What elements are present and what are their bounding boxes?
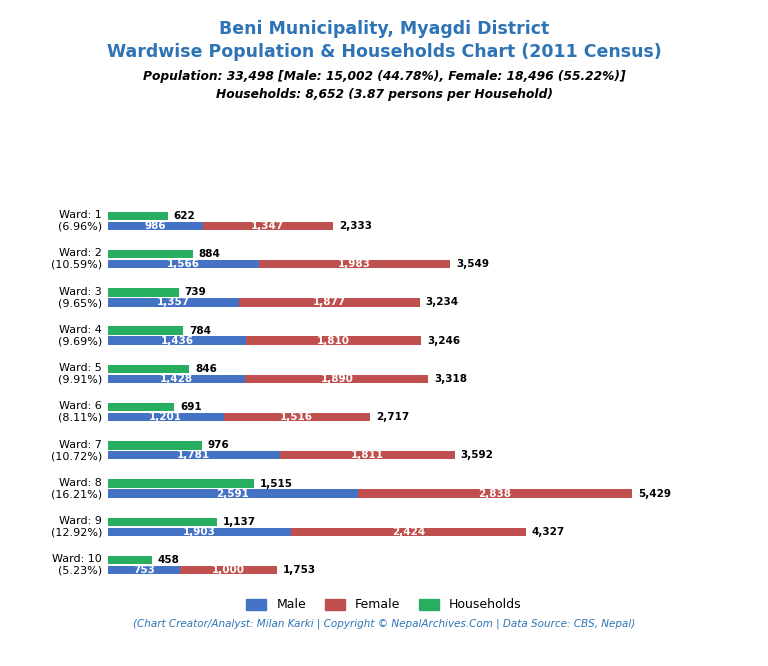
Text: 1,781: 1,781 [177, 450, 210, 460]
Text: 753: 753 [133, 565, 155, 575]
Text: 5,429: 5,429 [638, 489, 671, 499]
Bar [108, 374, 246, 383]
Text: 3,234: 3,234 [425, 297, 459, 307]
Text: 1,515: 1,515 [260, 479, 293, 489]
Text: 2,424: 2,424 [392, 527, 425, 537]
Text: 1,436: 1,436 [161, 336, 194, 346]
Text: 1,983: 1,983 [338, 259, 371, 269]
Bar [259, 260, 450, 268]
Bar [246, 374, 428, 383]
Bar [108, 441, 202, 450]
Bar [108, 222, 203, 230]
Bar [108, 298, 239, 306]
Text: 1,516: 1,516 [280, 412, 313, 422]
Bar [108, 288, 179, 296]
Bar [247, 336, 421, 345]
Text: 1,877: 1,877 [313, 297, 346, 307]
Text: 458: 458 [157, 555, 180, 565]
Bar [280, 451, 455, 460]
Bar [223, 413, 370, 421]
Text: Wardwise Population & Households Chart (2011 Census): Wardwise Population & Households Chart (… [107, 43, 661, 61]
Text: 1,357: 1,357 [157, 297, 190, 307]
Bar [108, 250, 193, 258]
Text: 3,318: 3,318 [434, 374, 467, 384]
Text: 739: 739 [185, 287, 207, 297]
Text: (Chart Creator/Analyst: Milan Karki | Copyright © NepalArchives.Com | Data Sourc: (Chart Creator/Analyst: Milan Karki | Co… [133, 619, 635, 629]
Bar [203, 222, 333, 230]
Text: 1,347: 1,347 [251, 221, 284, 231]
Bar [180, 566, 277, 574]
Bar [358, 490, 632, 498]
Bar [108, 556, 152, 564]
Bar [108, 490, 358, 498]
Text: 1,566: 1,566 [167, 259, 200, 269]
Text: 2,717: 2,717 [376, 412, 409, 422]
Bar [291, 527, 525, 536]
Text: 1,890: 1,890 [320, 374, 353, 384]
Text: Households: 8,652 (3.87 persons per Household): Households: 8,652 (3.87 persons per Hous… [216, 88, 552, 101]
Text: Population: 33,498 [Male: 15,002 (44.78%), Female: 18,496 (55.22%)]: Population: 33,498 [Male: 15,002 (44.78%… [143, 70, 625, 83]
Text: 1,201: 1,201 [149, 412, 182, 422]
Text: 4,327: 4,327 [531, 527, 564, 537]
Bar [108, 212, 167, 220]
Text: 622: 622 [174, 211, 195, 221]
Text: 3,549: 3,549 [456, 259, 489, 269]
Text: 691: 691 [180, 402, 202, 412]
Text: 1,000: 1,000 [212, 565, 245, 575]
Bar [108, 480, 254, 488]
Text: 2,838: 2,838 [478, 489, 511, 499]
Text: 986: 986 [144, 221, 166, 231]
Bar [108, 326, 184, 335]
Bar [108, 336, 247, 345]
Text: 1,903: 1,903 [183, 527, 216, 537]
Text: 1,428: 1,428 [160, 374, 193, 384]
Text: 2,333: 2,333 [339, 221, 372, 231]
Text: 1,811: 1,811 [350, 450, 383, 460]
Text: 846: 846 [195, 364, 217, 374]
Text: 884: 884 [199, 249, 220, 259]
Bar [108, 451, 280, 460]
Legend: Male, Female, Households: Male, Female, Households [241, 593, 527, 617]
Bar [108, 260, 259, 268]
Bar [108, 413, 223, 421]
Text: 1,753: 1,753 [283, 565, 316, 575]
Text: Beni Municipality, Myagdi District: Beni Municipality, Myagdi District [219, 20, 549, 38]
Text: 1,137: 1,137 [223, 517, 257, 527]
Bar [108, 527, 291, 536]
Bar [239, 298, 420, 306]
Bar [108, 517, 217, 526]
Text: 3,246: 3,246 [427, 336, 460, 346]
Text: 2,591: 2,591 [217, 489, 249, 499]
Text: 1,810: 1,810 [317, 336, 350, 346]
Bar [108, 365, 189, 373]
Bar [108, 403, 174, 412]
Text: 3,592: 3,592 [460, 450, 493, 460]
Bar [108, 566, 180, 574]
Text: 976: 976 [207, 440, 230, 450]
Text: 784: 784 [189, 326, 211, 336]
